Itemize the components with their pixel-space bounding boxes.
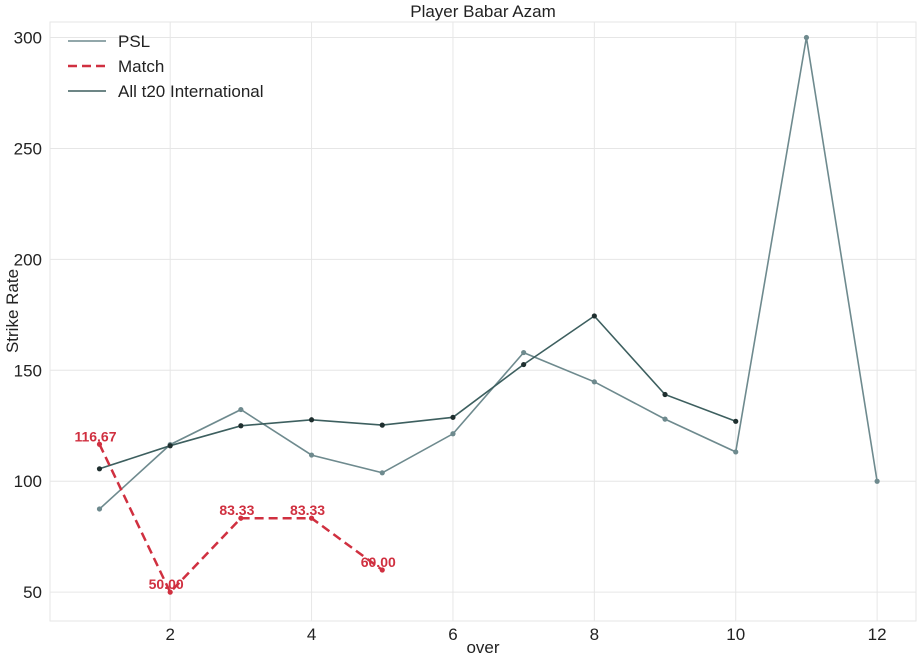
data-point-all-t20-international bbox=[662, 391, 668, 398]
data-point-match bbox=[308, 515, 315, 521]
data-point-all-t20-international bbox=[733, 418, 739, 424]
x-axis-label: over bbox=[466, 638, 499, 657]
y-tick-label: 200 bbox=[14, 250, 42, 269]
legend-label-all-t20-international: All t20 International bbox=[118, 82, 264, 101]
data-point-psl bbox=[874, 478, 880, 484]
x-tick-label: 12 bbox=[868, 625, 887, 644]
series-line-psl bbox=[98, 37, 878, 510]
data-point-all-t20-international bbox=[167, 443, 173, 449]
data-label-match: 50.00 bbox=[149, 576, 184, 592]
series-line-all-t20-international bbox=[99, 314, 736, 470]
data-point-all-t20-international bbox=[308, 417, 315, 423]
data-point-match bbox=[379, 567, 385, 573]
data-point-psl bbox=[733, 449, 739, 455]
y-axis-ticks: 50 100 150 200 250 300 bbox=[14, 29, 42, 603]
x-tick-label: 6 bbox=[448, 625, 457, 644]
data-point-psl bbox=[591, 379, 597, 385]
y-axis-label: Strike Rate bbox=[3, 269, 22, 353]
data-label-match: 83.33 bbox=[290, 502, 325, 518]
x-tick-label: 2 bbox=[165, 625, 174, 644]
data-point-match bbox=[167, 589, 173, 595]
y-tick-label: 300 bbox=[14, 29, 42, 48]
data-point-psl bbox=[238, 406, 244, 413]
data-point-psl bbox=[308, 452, 315, 458]
y-tick-label: 50 bbox=[23, 583, 42, 602]
data-point-all-t20-international bbox=[379, 422, 385, 428]
data-point-match bbox=[96, 441, 103, 447]
grid-lines bbox=[50, 22, 916, 621]
data-label-match: 83.33 bbox=[219, 502, 254, 518]
y-tick-label: 250 bbox=[14, 139, 42, 158]
x-tick-label: 4 bbox=[307, 625, 316, 644]
y-tick-label: 150 bbox=[14, 361, 42, 380]
data-label-match: 60.00 bbox=[361, 554, 396, 570]
data-point-psl bbox=[379, 470, 385, 476]
x-tick-label: 10 bbox=[726, 625, 745, 644]
plot-frame bbox=[49, 21, 917, 622]
data-point-all-t20-international bbox=[96, 466, 103, 472]
x-axis-ticks: 2 4 6 8 10 12 bbox=[165, 625, 886, 644]
data-point-match bbox=[238, 515, 244, 521]
data-labels: 116.67 50.00 83.33 83.33 60.00 bbox=[74, 428, 396, 592]
data-point-all-t20-international bbox=[450, 414, 456, 420]
data-label-match: 116.67 bbox=[74, 428, 116, 444]
data-point-psl bbox=[96, 506, 103, 512]
data-point-all-t20-international bbox=[591, 313, 597, 319]
legend-label-match: Match bbox=[118, 57, 164, 76]
chart-title: Player Babar Azam bbox=[410, 2, 556, 21]
data-point-psl bbox=[521, 349, 527, 356]
x-tick-label: 8 bbox=[590, 625, 599, 644]
legend-label-psl: PSL bbox=[118, 32, 150, 51]
data-point-psl bbox=[662, 416, 668, 422]
data-point-all-t20-international bbox=[238, 423, 244, 429]
data-point-psl bbox=[803, 34, 810, 41]
series-layer bbox=[96, 34, 880, 595]
y-tick-label: 100 bbox=[14, 472, 42, 491]
data-point-all-t20-international bbox=[521, 361, 527, 368]
data-point-psl bbox=[450, 431, 456, 437]
legend: PSL Match All t20 International bbox=[68, 32, 264, 101]
